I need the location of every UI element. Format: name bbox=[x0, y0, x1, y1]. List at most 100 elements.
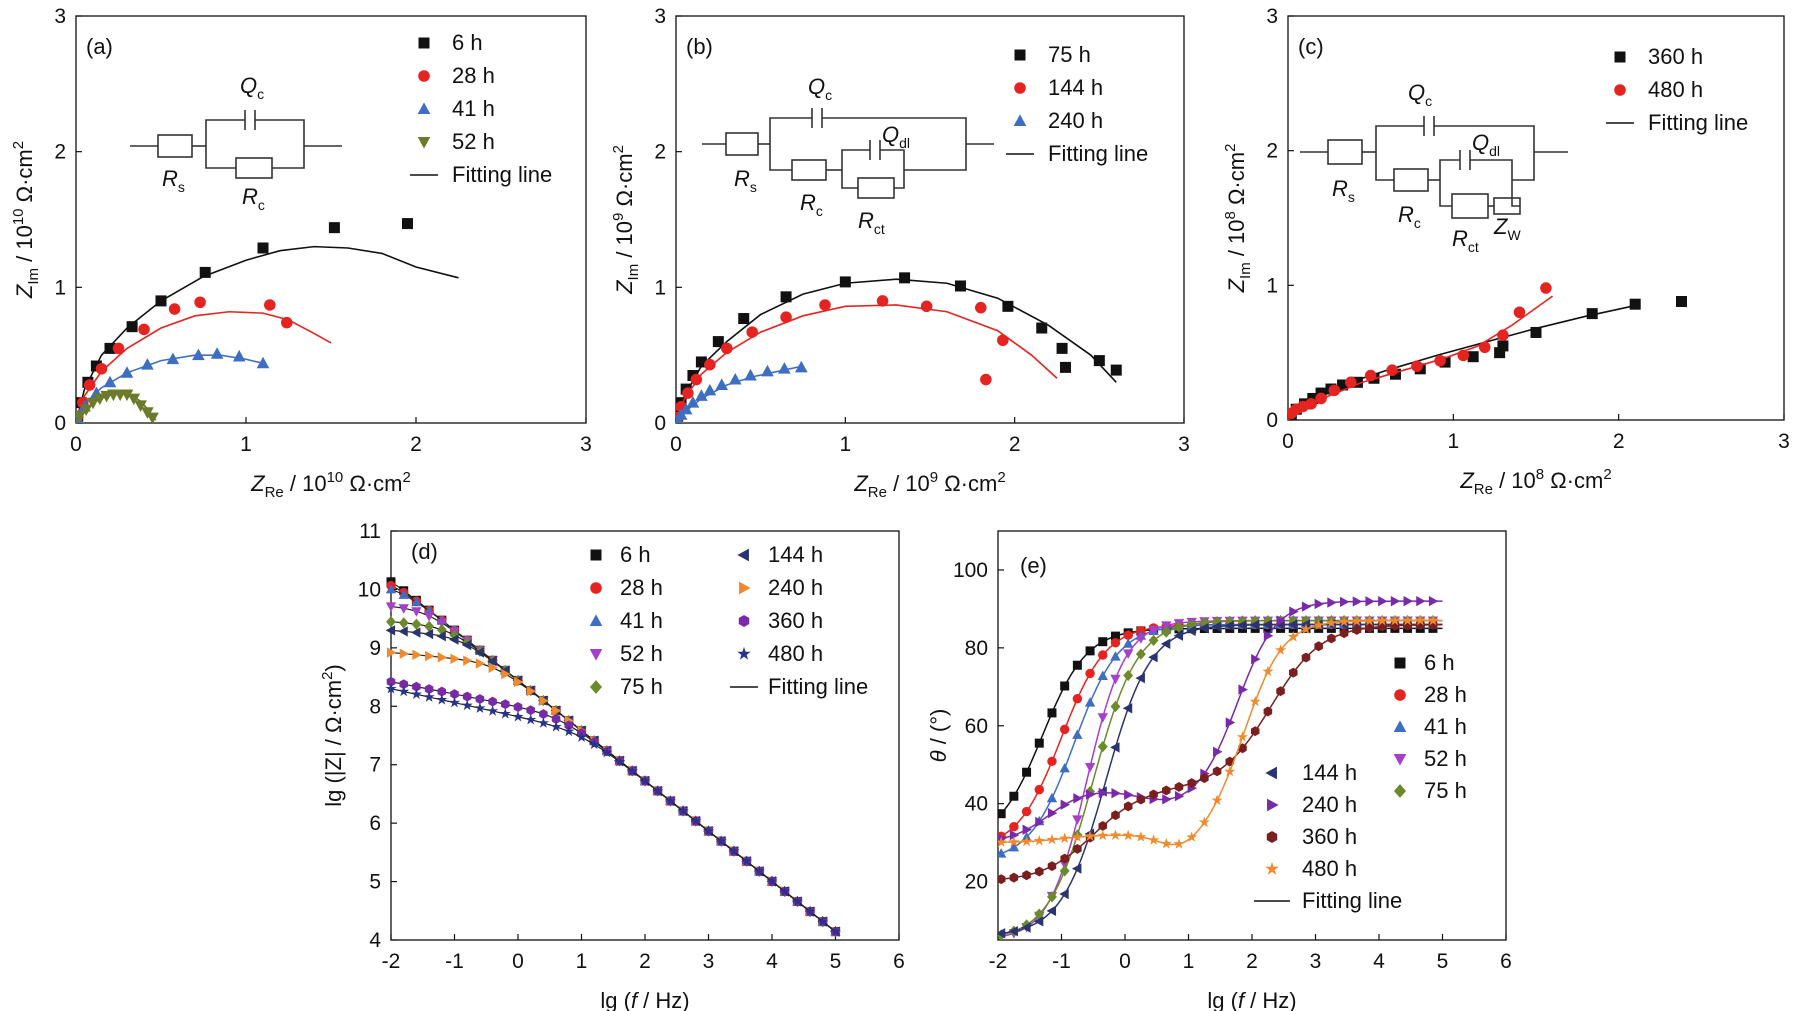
data-point bbox=[804, 905, 816, 917]
y-tick-label: 60 bbox=[965, 715, 988, 738]
circuit-label-rct: Rct bbox=[1452, 226, 1479, 255]
legend-marker bbox=[589, 614, 603, 626]
legend-marker bbox=[1013, 114, 1027, 126]
data-point bbox=[423, 691, 435, 702]
circuit-wire bbox=[1375, 125, 1424, 152]
legend-marker bbox=[418, 70, 430, 82]
data-point bbox=[1339, 628, 1349, 639]
legend-marker bbox=[737, 646, 751, 660]
data-point bbox=[1047, 756, 1057, 767]
data-point bbox=[1275, 644, 1287, 655]
data-point bbox=[1530, 326, 1542, 338]
data-point bbox=[513, 702, 523, 712]
data-point bbox=[1187, 778, 1196, 789]
data-point bbox=[424, 684, 434, 695]
data-point bbox=[1174, 621, 1184, 633]
data-point bbox=[1008, 926, 1018, 937]
data-point bbox=[829, 925, 842, 937]
legend-marker bbox=[1265, 766, 1277, 780]
data-point bbox=[398, 617, 409, 629]
data-point bbox=[525, 713, 537, 725]
data-point bbox=[1238, 684, 1248, 695]
legend-label: Fitting line bbox=[1648, 110, 1748, 135]
data-point bbox=[1022, 824, 1032, 835]
y-tick-label: 40 bbox=[965, 793, 988, 816]
data-point bbox=[1213, 746, 1223, 757]
y-tick-label: 1 bbox=[1266, 274, 1278, 297]
data-point bbox=[436, 618, 447, 629]
legend-marker bbox=[589, 680, 603, 694]
legend-label: 144 h bbox=[768, 542, 823, 567]
data-point bbox=[1161, 621, 1172, 631]
resistor-symbol bbox=[1327, 139, 1363, 165]
data-point bbox=[76, 411, 86, 423]
legend-marker bbox=[1266, 830, 1278, 844]
data-point bbox=[1060, 799, 1071, 810]
data-point bbox=[997, 334, 1009, 347]
series-360h bbox=[1288, 295, 1687, 420]
resistor-symbol bbox=[235, 157, 273, 179]
data-point bbox=[1034, 738, 1044, 748]
data-point bbox=[402, 218, 413, 230]
data-point bbox=[998, 928, 1006, 939]
data-point bbox=[1160, 837, 1172, 849]
data-point bbox=[411, 596, 422, 607]
data-point bbox=[1402, 614, 1414, 626]
data-point bbox=[1352, 624, 1362, 635]
legend-label: 480 h bbox=[1302, 856, 1357, 881]
resistor-symbol bbox=[1393, 168, 1429, 192]
data-point bbox=[1497, 329, 1509, 341]
data-point bbox=[1047, 861, 1057, 872]
circuit-wire bbox=[205, 119, 245, 146]
data-point bbox=[1263, 630, 1274, 641]
data-point bbox=[1364, 369, 1377, 382]
legend-label: 360 h bbox=[1302, 824, 1357, 849]
x-tick-label: 5 bbox=[1437, 950, 1449, 973]
data-point bbox=[86, 397, 100, 410]
circuit-label-qc: Qc bbox=[1408, 80, 1432, 109]
data-point bbox=[1365, 622, 1374, 633]
data-point bbox=[1109, 829, 1122, 840]
x-tick-label: 2 bbox=[1009, 433, 1021, 456]
fit-line bbox=[390, 621, 840, 935]
data-point bbox=[462, 691, 472, 702]
y-axis-title: ZIm / 108 Ω·cm2 bbox=[1222, 144, 1254, 294]
data-point bbox=[1327, 633, 1336, 644]
data-point bbox=[1212, 766, 1222, 777]
circuit-label-rc: Rc bbox=[1398, 202, 1421, 231]
data-point bbox=[1098, 787, 1109, 799]
data-point bbox=[1122, 829, 1134, 841]
y-tick-label: 4 bbox=[369, 929, 381, 952]
data-point bbox=[1262, 619, 1272, 630]
data-point bbox=[1135, 672, 1145, 684]
legend-label: 75 h bbox=[620, 674, 663, 699]
data-point bbox=[1084, 762, 1096, 773]
legend-label: 360 h bbox=[768, 608, 823, 633]
data-point bbox=[1345, 376, 1357, 389]
legend-label: 360 h bbox=[1648, 44, 1703, 69]
data-point bbox=[488, 662, 498, 673]
data-point bbox=[614, 755, 626, 767]
x-tick-label: 3 bbox=[1310, 950, 1322, 973]
data-point bbox=[703, 383, 717, 396]
x-axis-title: ZRe / 108 Ω·cm2 bbox=[1459, 466, 1611, 498]
y-tick-label: 100 bbox=[953, 559, 988, 582]
data-point bbox=[1021, 922, 1031, 933]
data-point bbox=[1135, 634, 1147, 644]
data-point bbox=[817, 915, 829, 927]
x-tick-label: -2 bbox=[382, 950, 401, 973]
y-tick-label: 2 bbox=[1266, 140, 1278, 163]
data-point bbox=[1494, 347, 1506, 359]
data-point bbox=[1047, 891, 1057, 903]
data-point bbox=[168, 303, 181, 315]
data-point bbox=[1033, 834, 1045, 846]
data-point bbox=[1021, 835, 1033, 847]
data-point bbox=[385, 682, 397, 694]
circuit-wire bbox=[1375, 152, 1394, 181]
resistor-symbol bbox=[725, 132, 759, 156]
circuit-wire bbox=[1434, 125, 1535, 152]
circuit-wire bbox=[205, 146, 236, 169]
data-point bbox=[1110, 631, 1120, 641]
legend-label: 144 h bbox=[1302, 760, 1357, 785]
data-point bbox=[1161, 626, 1172, 638]
